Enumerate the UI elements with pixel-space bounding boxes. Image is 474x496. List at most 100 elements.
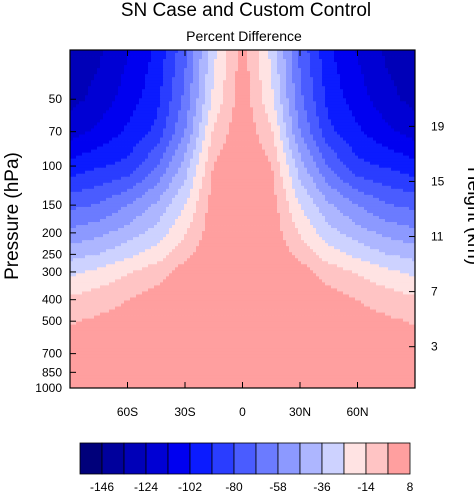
heat-cell bbox=[238, 149, 242, 154]
heat-cell bbox=[175, 80, 179, 84]
heat-cell bbox=[154, 68, 158, 72]
heat-cell bbox=[367, 71, 371, 75]
heat-cell bbox=[301, 77, 305, 81]
heat-cell bbox=[109, 128, 113, 132]
heat-cell bbox=[70, 170, 74, 175]
heat-cell bbox=[256, 152, 260, 157]
heat-cell bbox=[334, 92, 338, 96]
heat-cell bbox=[160, 59, 164, 63]
heat-cell bbox=[265, 143, 269, 147]
heat-cell bbox=[220, 86, 224, 90]
heat-cell bbox=[244, 98, 248, 102]
heat-cell bbox=[403, 131, 407, 135]
heat-cell bbox=[241, 116, 245, 120]
heat-cell bbox=[349, 152, 353, 157]
heat-cell bbox=[307, 62, 311, 66]
heat-cell bbox=[247, 107, 251, 111]
heat-cell bbox=[103, 131, 107, 135]
heat-cell bbox=[121, 155, 125, 160]
heat-cell bbox=[106, 119, 110, 123]
heat-cell bbox=[145, 122, 149, 126]
heat-cell bbox=[202, 68, 206, 72]
heat-cell bbox=[409, 68, 413, 72]
heat-cell bbox=[358, 134, 362, 138]
heat-cell bbox=[247, 98, 251, 102]
heat-cell bbox=[289, 77, 293, 81]
heat-cell bbox=[109, 131, 113, 135]
heat-cell bbox=[133, 50, 137, 54]
heat-cell bbox=[313, 62, 317, 66]
heat-cell bbox=[118, 125, 122, 129]
heat-cell bbox=[337, 155, 341, 160]
heat-cell bbox=[400, 152, 404, 157]
heat-cell bbox=[178, 125, 182, 129]
heat-cell bbox=[328, 92, 332, 96]
heat-cell bbox=[289, 143, 293, 147]
heat-cell bbox=[148, 62, 152, 66]
heat-cell bbox=[112, 179, 116, 184]
heat-cell bbox=[148, 122, 152, 126]
heat-cell bbox=[298, 116, 302, 120]
heat-cell bbox=[253, 170, 257, 175]
heat-cell bbox=[208, 128, 212, 132]
heat-cell bbox=[373, 65, 377, 69]
heat-cell bbox=[349, 50, 353, 54]
heat-cell bbox=[382, 50, 386, 54]
heat-cell bbox=[274, 173, 278, 178]
heat-cell bbox=[277, 53, 281, 57]
heat-cell bbox=[130, 104, 134, 108]
heat-cell bbox=[394, 116, 398, 120]
heat-cell bbox=[229, 80, 233, 84]
heat-cell bbox=[103, 161, 107, 166]
heat-cell bbox=[298, 113, 302, 117]
heat-cell bbox=[208, 80, 212, 84]
heat-cell bbox=[151, 86, 155, 90]
heat-cell bbox=[247, 140, 251, 144]
heat-cell bbox=[223, 92, 227, 96]
heat-cell bbox=[280, 50, 284, 54]
heat-cell bbox=[340, 74, 344, 78]
heat-cell bbox=[409, 110, 413, 114]
heat-cell bbox=[151, 149, 155, 154]
heat-cell bbox=[166, 143, 170, 147]
heat-cell bbox=[157, 101, 161, 105]
heat-cell bbox=[118, 56, 122, 60]
heat-cell bbox=[376, 134, 380, 138]
heat-cell bbox=[187, 68, 191, 72]
heat-cell bbox=[145, 104, 149, 108]
heat-cell bbox=[97, 50, 101, 54]
heat-cell bbox=[235, 176, 239, 181]
heat-cell bbox=[259, 143, 263, 147]
heat-cell bbox=[250, 125, 254, 129]
heat-cell bbox=[277, 74, 281, 78]
heat-cell bbox=[271, 155, 275, 160]
heat-cell bbox=[175, 53, 179, 57]
heat-cell bbox=[325, 107, 329, 111]
heat-cell bbox=[196, 179, 200, 184]
heat-cell bbox=[244, 113, 248, 117]
heat-cell bbox=[271, 59, 275, 63]
heat-cell bbox=[196, 56, 200, 60]
heat-cell bbox=[382, 161, 386, 166]
heat-cell bbox=[355, 119, 359, 123]
heat-cell bbox=[115, 89, 119, 93]
heat-cell bbox=[169, 131, 173, 135]
heat-cell bbox=[151, 59, 155, 63]
heat-cell bbox=[178, 152, 182, 157]
heat-cell bbox=[271, 53, 275, 57]
heat-cell bbox=[205, 170, 209, 175]
heat-cell bbox=[316, 104, 320, 108]
heat-cell bbox=[199, 92, 203, 96]
heat-cell bbox=[397, 50, 401, 54]
heat-cell bbox=[178, 113, 182, 117]
heat-cell bbox=[124, 89, 128, 93]
heat-cell bbox=[331, 107, 335, 111]
heat-cell bbox=[385, 119, 389, 123]
heat-cell bbox=[106, 80, 110, 84]
heat-cell bbox=[361, 143, 365, 147]
heat-cell bbox=[148, 101, 152, 105]
heat-cell bbox=[370, 62, 374, 66]
heat-cell bbox=[115, 53, 119, 57]
heat-cell bbox=[361, 80, 365, 84]
heat-cell bbox=[139, 146, 143, 150]
